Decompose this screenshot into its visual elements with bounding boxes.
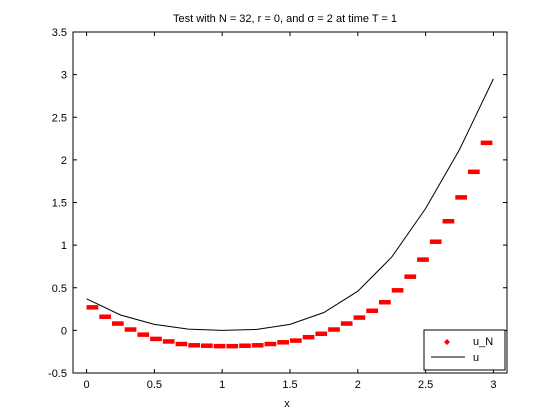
y-tick-label: 3.5 <box>52 27 67 39</box>
y-tick-label: -0.5 <box>48 368 67 380</box>
x-tick-label: 3 <box>490 379 496 391</box>
y-tick-label: 0 <box>61 325 67 337</box>
x-tick-label: 1 <box>219 379 225 391</box>
ticks: 0 0.5 1 1.5 2 2.5 3 -0.5 0 0.5 1 1.5 2 2.5 3 3.5 <box>48 27 507 391</box>
series-line-u <box>86 78 494 331</box>
legend-label-u: u <box>473 352 479 364</box>
y-tick-label: 1.5 <box>52 198 67 210</box>
legend-label-u_N: u_N <box>473 336 493 348</box>
x-axis-label: x <box>284 398 290 410</box>
legend-marker-u_N <box>444 339 450 345</box>
y-tick-label: 0.5 <box>52 283 67 295</box>
x-tick-label: 0 <box>84 379 90 391</box>
y-tick-label: 2.5 <box>52 112 67 124</box>
y-tick-label: 2 <box>61 155 67 167</box>
y-tick-label: 1 <box>61 240 67 252</box>
x-tick-label: 2.5 <box>418 379 433 391</box>
legend-box <box>423 329 506 371</box>
x-tick-label: 0.5 <box>147 379 162 391</box>
series-layer <box>86 78 494 349</box>
legend: u_N u <box>423 329 506 371</box>
x-tick-label: 2 <box>355 379 361 391</box>
chart-title: Test with N = 32, r = 0, and σ = 2 at ti… <box>173 13 397 25</box>
x-tick-label: 1.5 <box>282 379 297 391</box>
axes-box <box>72 31 508 374</box>
y-tick-label: 3 <box>61 70 67 82</box>
